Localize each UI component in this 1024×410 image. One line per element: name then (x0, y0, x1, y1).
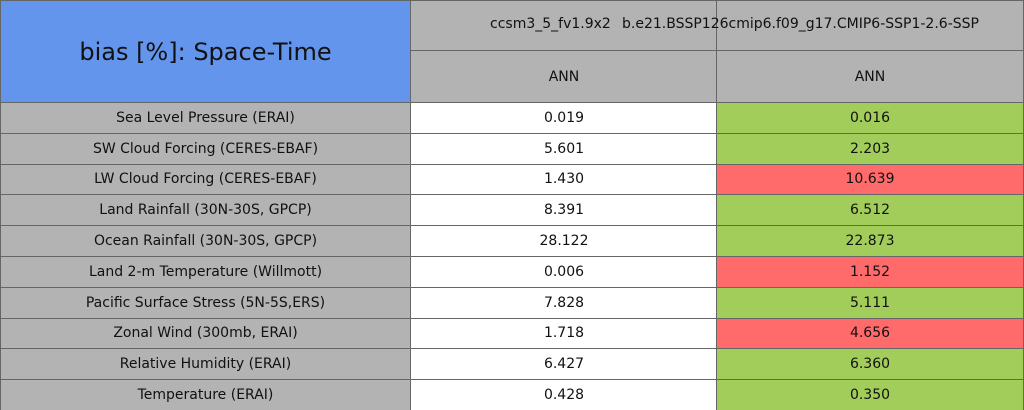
value-cell: 8.391 (410, 194, 718, 227)
value-cell: 6.427 (410, 348, 718, 381)
value-cell: 1.430 (410, 163, 718, 196)
table-title: bias [%]: Space-Time (0, 0, 411, 103)
value-cell: 6.512 (716, 194, 1024, 227)
value-cell: 1.718 (410, 317, 718, 350)
value-cell: 22.873 (716, 225, 1024, 257)
column-header: ccsm3_5_fv1.9x2 (490, 16, 611, 32)
value-cell: 0.006 (410, 256, 718, 288)
value-cell: 6.360 (716, 348, 1024, 381)
row-label: Ocean Rainfall (30N-30S, GPCP) (0, 225, 411, 257)
value-cell: 0.350 (716, 379, 1024, 410)
row-label: Zonal Wind (300mb, ERAI) (0, 317, 411, 350)
row-label: Land 2-m Temperature (Willmott) (0, 256, 411, 288)
column-header: b.e21.BSSP126cmip6.f09_g17.CMIP6-SSP1-2.… (622, 16, 979, 32)
row-label: Temperature (ERAI) (0, 379, 411, 410)
row-label: Relative Humidity (ERAI) (0, 348, 411, 381)
row-label: LW Cloud Forcing (CERES-EBAF) (0, 163, 411, 196)
value-cell: 28.122 (410, 225, 718, 257)
value-cell: 7.828 (410, 286, 718, 319)
subheader-cell: ANN (410, 50, 718, 103)
value-cell: 1.152 (716, 256, 1024, 288)
value-cell: 5.111 (716, 286, 1024, 319)
header-cell (410, 0, 718, 51)
value-cell: 5.601 (410, 132, 718, 165)
header-cell (716, 0, 1024, 51)
value-cell: 0.016 (716, 102, 1024, 134)
row-label: SW Cloud Forcing (CERES-EBAF) (0, 132, 411, 165)
value-cell: 0.428 (410, 379, 718, 410)
row-label: Land Rainfall (30N-30S, GPCP) (0, 194, 411, 227)
subheader-cell: ANN (716, 50, 1024, 103)
value-cell: 10.639 (716, 163, 1024, 196)
value-cell: 2.203 (716, 132, 1024, 165)
value-cell: 0.019 (410, 102, 718, 134)
row-label: Pacific Surface Stress (5N-5S,ERS) (0, 286, 411, 319)
value-cell: 4.656 (716, 317, 1024, 350)
row-label: Sea Level Pressure (ERAI) (0, 102, 411, 134)
